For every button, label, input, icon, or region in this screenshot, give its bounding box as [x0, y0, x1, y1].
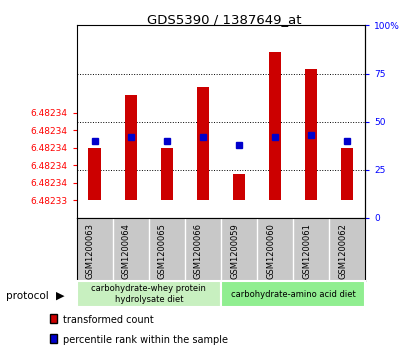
Text: ▶: ▶	[56, 291, 64, 301]
Bar	[221, 281, 365, 307]
Text: transformed count: transformed count	[63, 315, 154, 325]
Bar	[341, 148, 354, 200]
Text: GDS5390 / 1387649_at: GDS5390 / 1387649_at	[147, 13, 301, 26]
Text: GSM1200063: GSM1200063	[86, 223, 95, 279]
Bar	[197, 87, 209, 200]
Bar	[124, 95, 137, 200]
Text: carbohydrate-amino acid diet: carbohydrate-amino acid diet	[231, 290, 356, 298]
Text: GSM1200059: GSM1200059	[230, 223, 239, 279]
Text: GSM1200066: GSM1200066	[194, 223, 203, 279]
Bar	[305, 69, 317, 200]
Bar	[233, 174, 245, 200]
Bar	[269, 52, 281, 200]
Bar	[88, 148, 101, 200]
Bar	[77, 281, 221, 307]
Text: GSM1200062: GSM1200062	[338, 223, 347, 279]
Text: GSM1200064: GSM1200064	[122, 223, 131, 279]
Text: carbohydrate-whey protein
hydrolysate diet: carbohydrate-whey protein hydrolysate di…	[91, 284, 206, 304]
Text: GSM1200065: GSM1200065	[158, 223, 167, 279]
Bar	[161, 148, 173, 200]
Text: protocol: protocol	[6, 291, 49, 301]
Text: GSM1200061: GSM1200061	[302, 223, 311, 279]
Text: percentile rank within the sample: percentile rank within the sample	[63, 335, 229, 345]
Text: GSM1200060: GSM1200060	[266, 223, 275, 279]
